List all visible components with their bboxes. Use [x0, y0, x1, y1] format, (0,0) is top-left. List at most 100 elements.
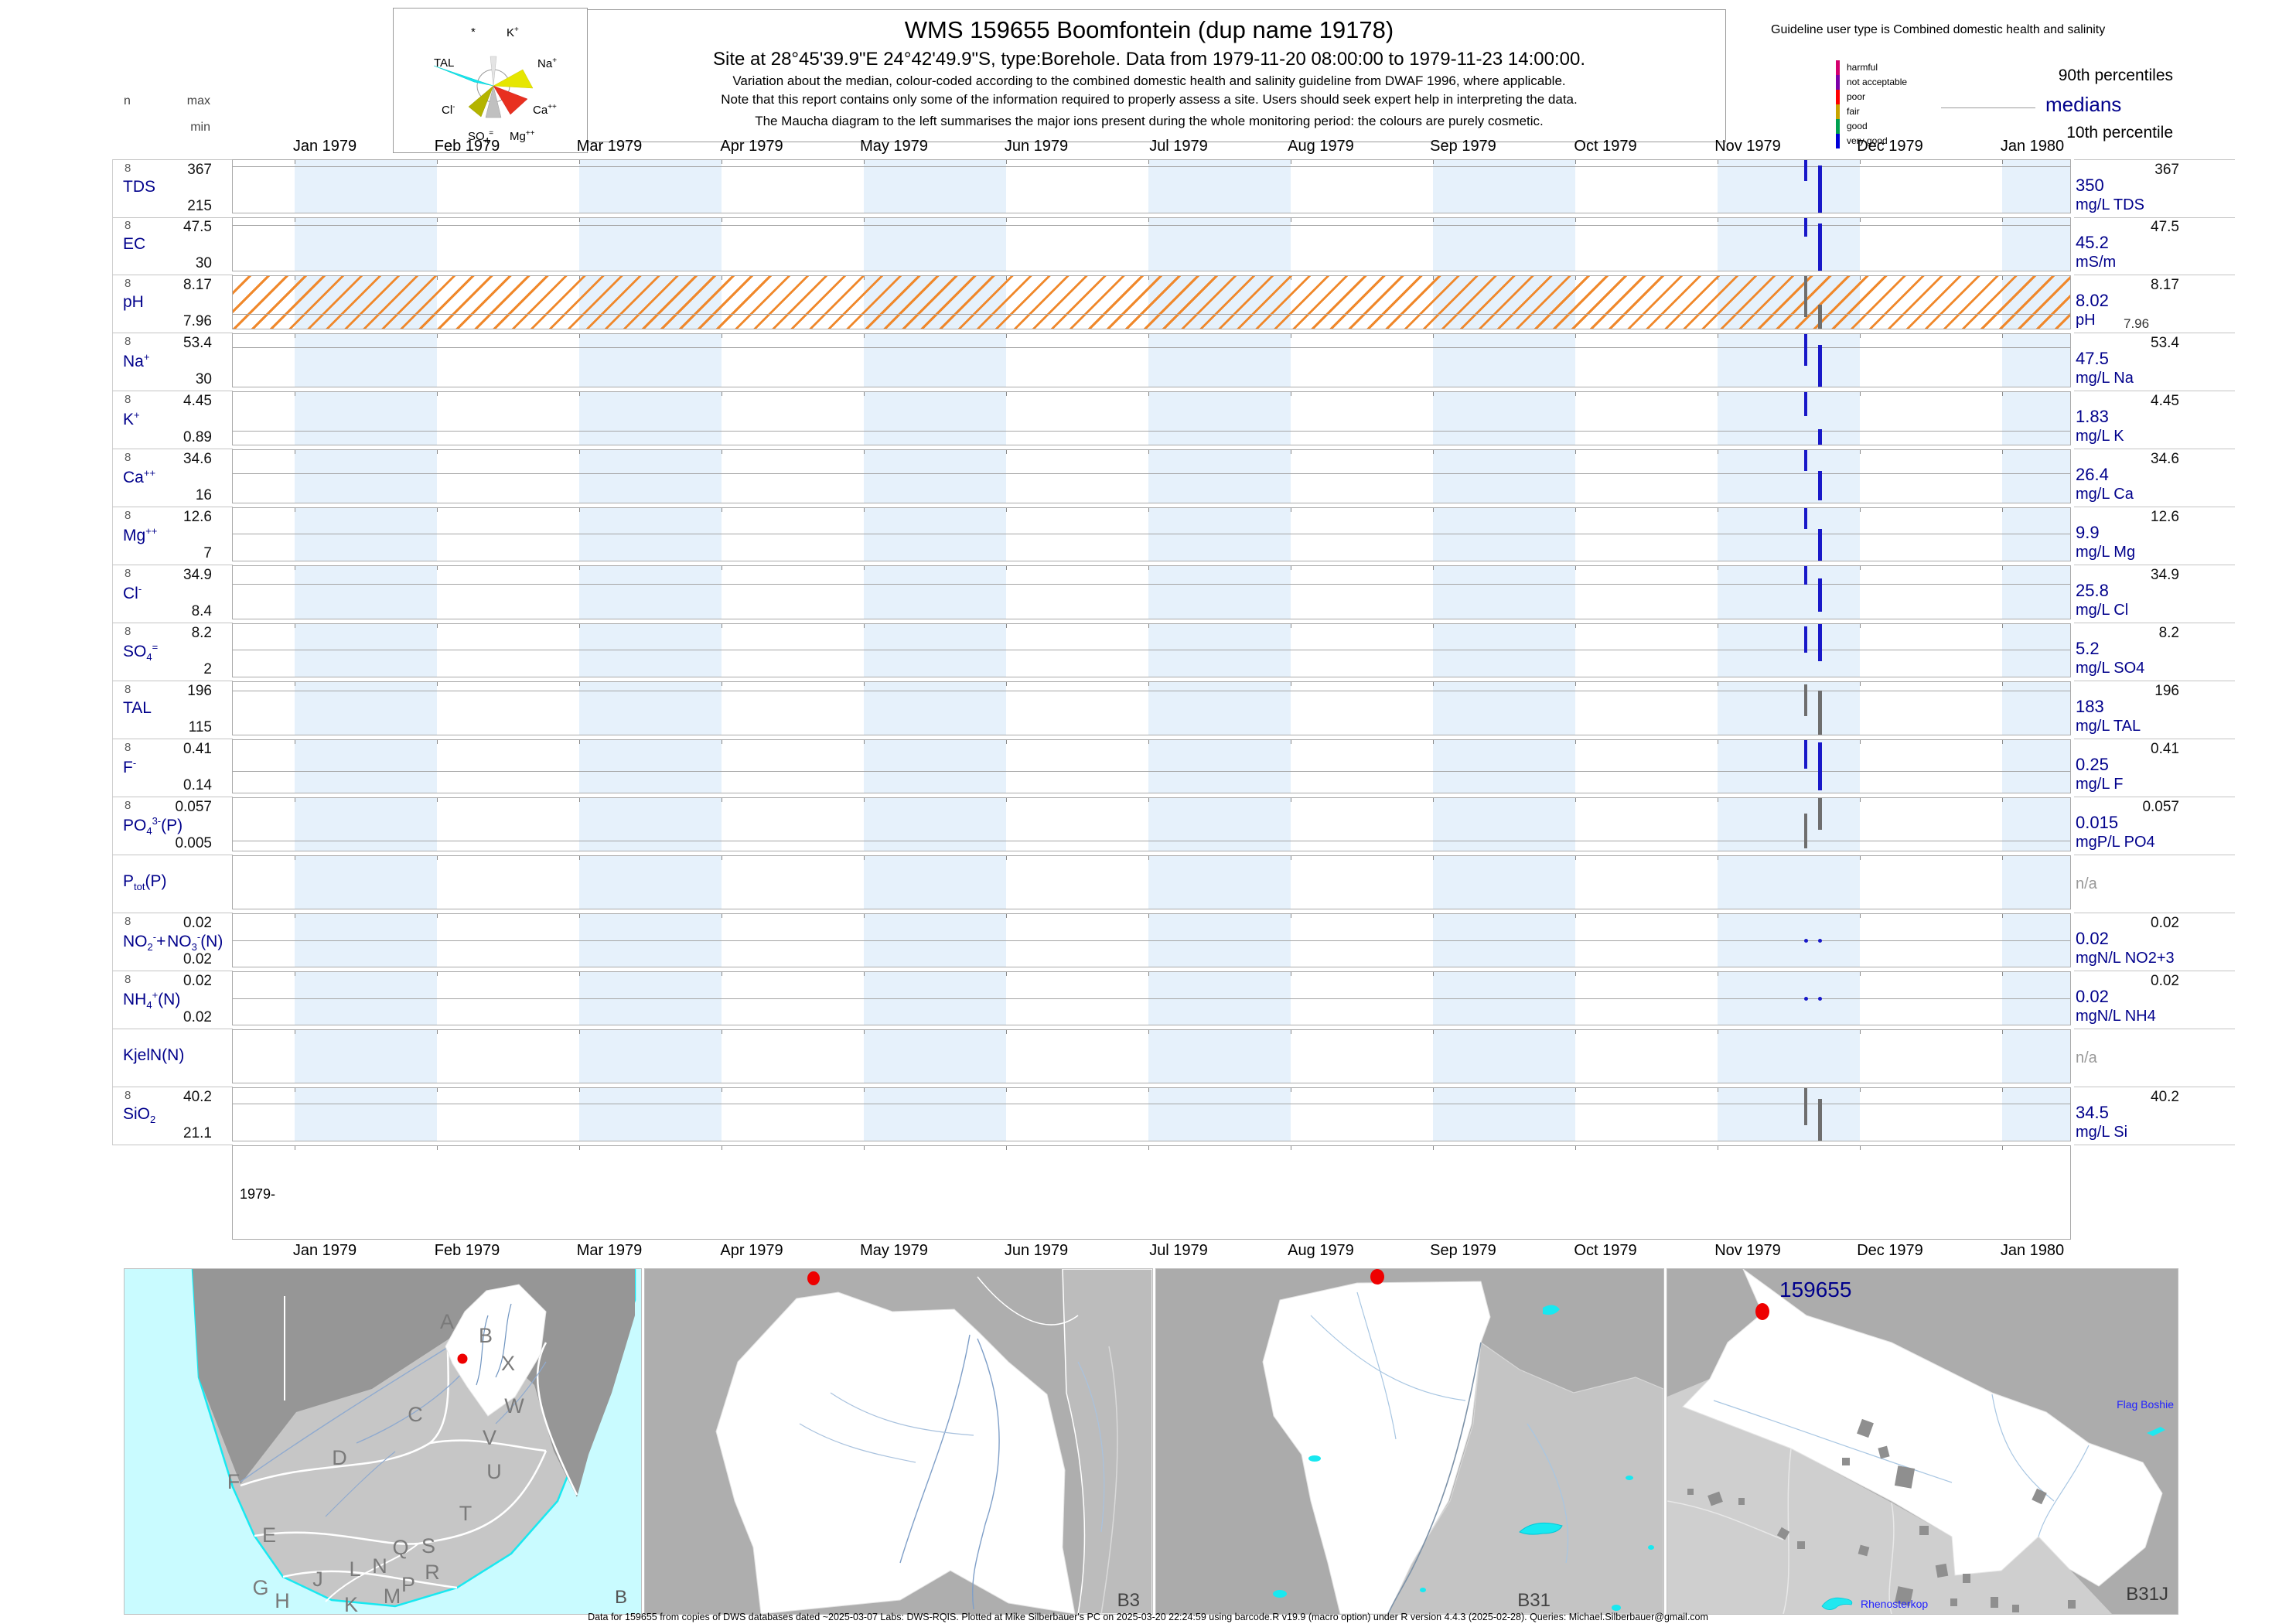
- maucha-glyph: [433, 56, 534, 118]
- map1-region-letter-V: V: [483, 1426, 496, 1449]
- map2-site-dot: [807, 1271, 820, 1285]
- month-tick: [579, 334, 580, 338]
- guideline-label-poor: poor: [1847, 91, 1866, 102]
- maucha-petal-ca: [493, 85, 528, 115]
- header-min: min: [190, 121, 210, 134]
- sample-dot-nh4n: [1804, 997, 1808, 1001]
- month-tick: [579, 160, 580, 164]
- month-tick: [579, 1088, 580, 1092]
- month-tick: [579, 450, 580, 454]
- month-tick: [1575, 508, 1576, 512]
- sample-bar-ec: [1818, 223, 1822, 271]
- month-tick: [579, 508, 580, 512]
- month-band: [295, 856, 437, 909]
- row-unit-na: mg/L Na: [2076, 370, 2134, 387]
- month-tick: [1148, 508, 1149, 512]
- month-tick: [1860, 914, 1861, 918]
- month-tick: [1575, 740, 1576, 744]
- month-tick: [1006, 740, 1007, 744]
- map4-catchment-b31j: [1682, 1269, 2163, 1587]
- month-tick: [1148, 972, 1149, 976]
- month-tick: [1006, 508, 1007, 512]
- month-band: [2002, 798, 2070, 851]
- month-band: [295, 508, 437, 561]
- sample-bar-sio2: [1818, 1098, 1822, 1141]
- month-band: [1433, 856, 1575, 909]
- month-tick: [2002, 624, 2003, 628]
- month-band: [1433, 740, 1575, 793]
- month-tick: [437, 682, 438, 686]
- month-label-feb-1979: Feb 1979: [434, 138, 500, 155]
- month-tick: [1860, 624, 1861, 628]
- row-right-cell-so4: 8.2 5.2 mg/L SO4: [2074, 623, 2235, 681]
- month-tick: [1006, 160, 1007, 164]
- month-tick: [864, 914, 865, 918]
- month-label-mar-1979: Mar 1979: [576, 138, 643, 155]
- row-right-cell-no2no3n: 0.02 0.02 mgN/L NO2+3: [2074, 913, 2235, 971]
- row-panel-ph: [232, 275, 2071, 329]
- row-unit-cl: mg/L Cl: [2076, 602, 2129, 619]
- map1-region-letter-K: K: [344, 1593, 358, 1614]
- row-left-cell-tal: 8 196 115 TAL: [112, 681, 233, 739]
- month-tick: [2002, 566, 2003, 570]
- month-tick: [1006, 798, 1007, 802]
- month-label-feb-1979: Feb 1979: [434, 1242, 500, 1259]
- month-tick: [1575, 566, 1576, 570]
- row-left-cell-so4: 8 8.2 2 SO4=: [112, 623, 233, 681]
- row-median-na: 47.5: [2076, 349, 2109, 368]
- row-p90-k: 4.45: [2151, 393, 2179, 409]
- month-band: [1433, 566, 1575, 619]
- month-tick: [1148, 914, 1149, 918]
- median-line-na: [233, 347, 2070, 349]
- row-right-cell-po43p: 0.057 0.015 mgP/L PO4: [2074, 797, 2235, 855]
- row-param-tal: TAL: [123, 699, 152, 717]
- sample-bar-so4: [1804, 626, 1807, 653]
- month-tick: [579, 856, 580, 860]
- row-max-cl: 34.9: [183, 567, 212, 583]
- row-panel-k: [232, 391, 2071, 445]
- p90-label: 90th percentiles: [2058, 67, 2173, 84]
- maucha-diagram: * K+ TAL Na+ Cl- Ca++ SO4= Mg++: [393, 8, 588, 153]
- map4-dam-flag-boshielo: [2147, 1427, 2165, 1436]
- month-tick: [1575, 914, 1576, 918]
- month-tick: [1575, 1030, 1576, 1034]
- row-median-ph: 8.02: [2076, 291, 2109, 310]
- month-tick: [437, 798, 438, 802]
- month-tick: [864, 856, 865, 860]
- month-tick: [437, 392, 438, 396]
- row-unit-ca: mg/L Ca: [2076, 486, 2134, 503]
- row-left-cell-ec: 8 47.5 30 EC: [112, 217, 233, 275]
- guideline-hatch: [233, 276, 2070, 329]
- month-tick: [1860, 856, 1861, 860]
- p10-label: 10th percentile: [2066, 124, 2173, 142]
- row-left-cell-ph: 8 8.17 7.96 pH: [112, 275, 233, 333]
- ion-label-cl: Cl-: [442, 103, 455, 117]
- month-tick: [579, 218, 580, 222]
- row-panel-ca: [232, 449, 2071, 503]
- page-title: WMS 159655 Boomfontein (dup name 19178): [904, 16, 1394, 43]
- month-band: [295, 160, 437, 213]
- row-p90-no2no3n: 0.02: [2151, 915, 2179, 931]
- row-max-ca: 34.6: [183, 451, 212, 467]
- month-tick: [1006, 1088, 1007, 1092]
- sample-bar-cl: [1818, 578, 1822, 612]
- month-band: [1718, 740, 1860, 793]
- guideline-label-very-good: very good: [1847, 135, 1888, 146]
- row-left-cell-tds: 8 367 215 TDS: [112, 159, 233, 218]
- map4-dam-rhenosterkop: [1821, 1597, 1853, 1610]
- month-tick: [2002, 160, 2003, 164]
- month-band: [1148, 1088, 1291, 1141]
- month-tick: [1006, 624, 1007, 628]
- month-tick: [437, 624, 438, 628]
- month-band: [1433, 392, 1575, 445]
- month-label-nov-1979: Nov 1979: [1714, 138, 1781, 155]
- row-p90-nh4n: 0.02: [2151, 973, 2179, 989]
- month-tick: [1433, 1030, 1434, 1034]
- month-band: [1148, 160, 1291, 213]
- month-band: [2002, 450, 2070, 503]
- median-line-f: [233, 771, 2070, 773]
- row-min-tds: 215: [187, 198, 212, 214]
- month-tick: [864, 972, 865, 976]
- sample-dot-no2no3n: [1818, 939, 1822, 943]
